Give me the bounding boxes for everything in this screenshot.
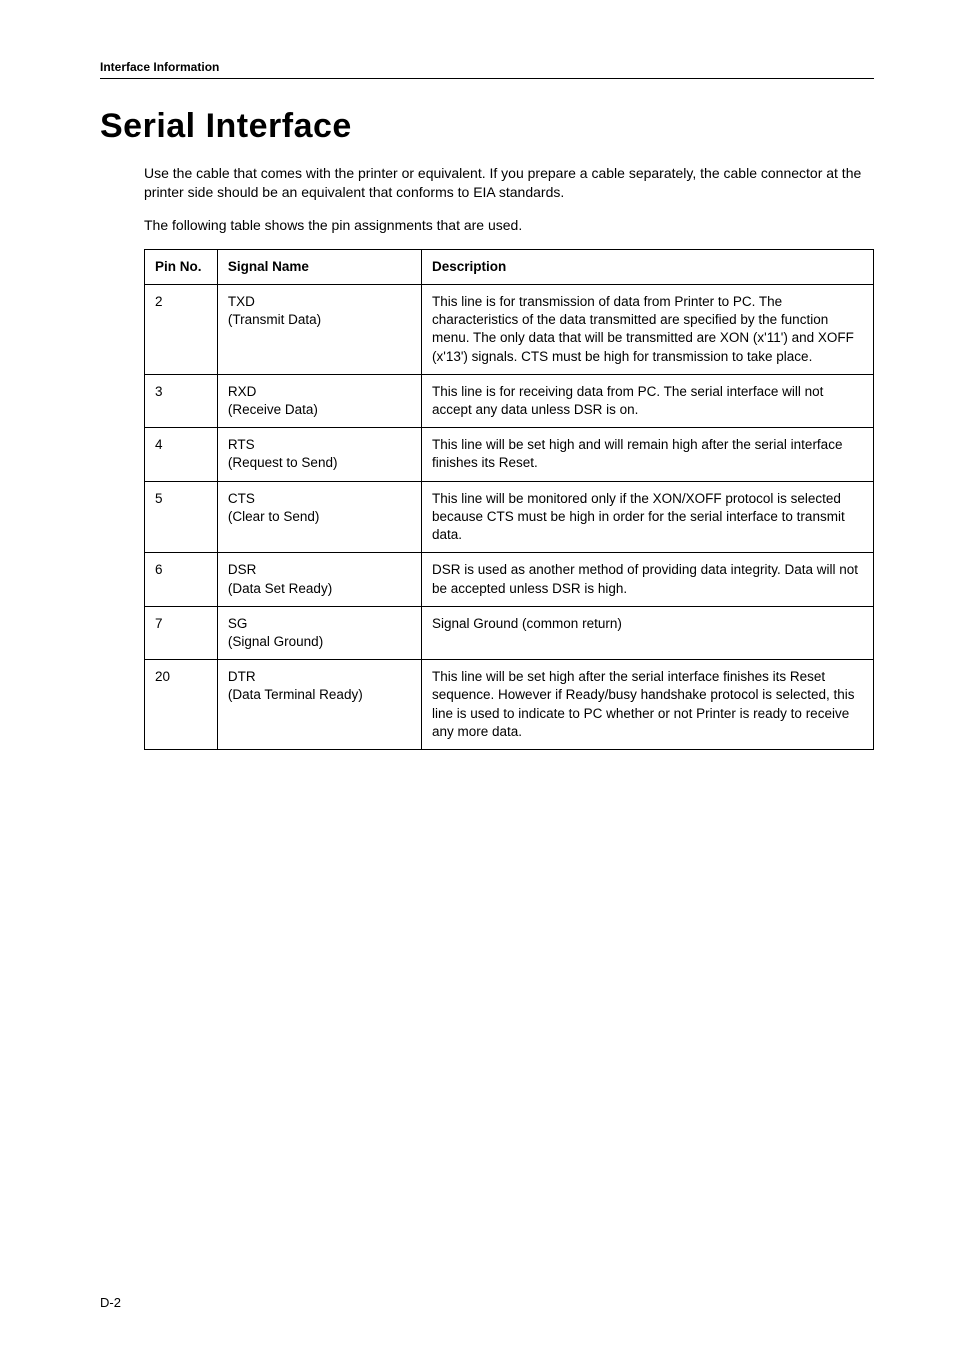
signal-name: (Clear to Send) [228, 509, 320, 524]
cell-pin: 6 [145, 553, 218, 606]
page-container: Interface Information Serial Interface U… [0, 0, 954, 790]
intro-paragraph-2: The following table shows the pin assign… [144, 216, 874, 235]
cell-desc: DSR is used as another method of providi… [422, 553, 874, 606]
table-row: 7 SG (Signal Ground) Signal Ground (comm… [145, 606, 874, 659]
signal-name: (Data Terminal Ready) [228, 687, 363, 702]
body-text: Use the cable that comes with the printe… [144, 164, 874, 750]
cell-desc: This line will be set high and will rema… [422, 428, 874, 481]
signal-code: SG [228, 616, 248, 631]
page-number: D-2 [100, 1295, 121, 1310]
signal-code: TXD [228, 294, 255, 309]
cell-pin: 5 [145, 481, 218, 553]
col-header-pin: Pin No. [145, 249, 218, 284]
col-header-signal: Signal Name [217, 249, 421, 284]
cell-signal: RTS (Request to Send) [217, 428, 421, 481]
signal-code: DSR [228, 562, 257, 577]
signal-name: (Data Set Ready) [228, 581, 332, 596]
cell-pin: 4 [145, 428, 218, 481]
signal-code: CTS [228, 491, 255, 506]
cell-signal: RXD (Receive Data) [217, 374, 421, 427]
cell-signal: TXD (Transmit Data) [217, 284, 421, 374]
table-row: 6 DSR (Data Set Ready) DSR is used as an… [145, 553, 874, 606]
table-row: 2 TXD (Transmit Data) This line is for t… [145, 284, 874, 374]
pin-assignment-table: Pin No. Signal Name Description 2 TXD (T… [144, 249, 874, 750]
cell-signal: DTR (Data Terminal Ready) [217, 660, 421, 750]
running-header: Interface Information [100, 60, 874, 74]
cell-signal: CTS (Clear to Send) [217, 481, 421, 553]
table-header-row: Pin No. Signal Name Description [145, 249, 874, 284]
signal-code: RXD [228, 384, 257, 399]
cell-pin: 3 [145, 374, 218, 427]
cell-desc: This line will be monitored only if the … [422, 481, 874, 553]
signal-name: (Receive Data) [228, 402, 318, 417]
cell-pin: 2 [145, 284, 218, 374]
signal-code: DTR [228, 669, 256, 684]
cell-signal: DSR (Data Set Ready) [217, 553, 421, 606]
table-row: 4 RTS (Request to Send) This line will b… [145, 428, 874, 481]
table-row: 5 CTS (Clear to Send) This line will be … [145, 481, 874, 553]
cell-pin: 20 [145, 660, 218, 750]
cell-signal: SG (Signal Ground) [217, 606, 421, 659]
intro-paragraph-1: Use the cable that comes with the printe… [144, 164, 874, 202]
signal-name: (Signal Ground) [228, 634, 323, 649]
cell-desc: This line is for transmission of data fr… [422, 284, 874, 374]
cell-desc: This line is for receiving data from PC.… [422, 374, 874, 427]
table-row: 3 RXD (Receive Data) This line is for re… [145, 374, 874, 427]
signal-name: (Request to Send) [228, 455, 338, 470]
header-rule [100, 78, 874, 79]
cell-pin: 7 [145, 606, 218, 659]
col-header-desc: Description [422, 249, 874, 284]
signal-code: RTS [228, 437, 255, 452]
table-row: 20 DTR (Data Terminal Ready) This line w… [145, 660, 874, 750]
page-title: Serial Interface [100, 107, 874, 146]
cell-desc: Signal Ground (common return) [422, 606, 874, 659]
signal-name: (Transmit Data) [228, 312, 321, 327]
cell-desc: This line will be set high after the ser… [422, 660, 874, 750]
